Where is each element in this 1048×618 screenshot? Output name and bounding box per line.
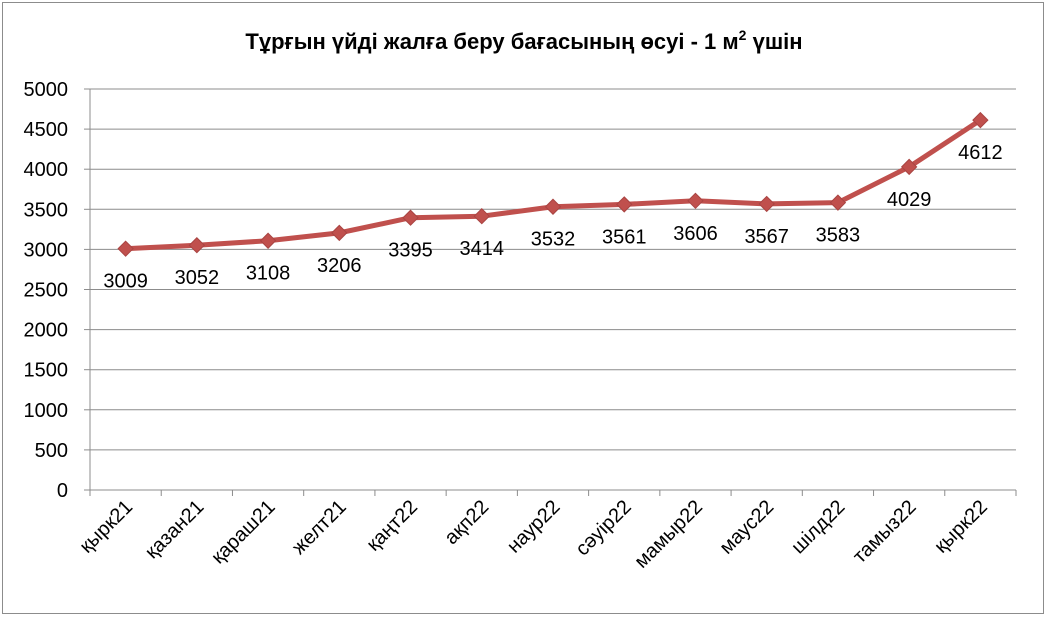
data-point-marker bbox=[900, 158, 918, 176]
data-point-marker bbox=[402, 209, 419, 226]
x-tick-label: маус22 bbox=[716, 496, 779, 559]
x-tick-label: қазан21 bbox=[141, 496, 208, 563]
data-label: 3567 bbox=[744, 226, 789, 248]
gridlines bbox=[90, 88, 1016, 491]
y-tick-label: 3000 bbox=[24, 239, 69, 261]
y-tick-label: 2500 bbox=[24, 280, 69, 302]
data-point-marker bbox=[616, 196, 633, 213]
data-label: 3395 bbox=[388, 240, 433, 262]
y-tick-label: 5000 bbox=[24, 79, 69, 101]
x-tick-label: қаңт22 bbox=[362, 496, 422, 556]
data-label: 3532 bbox=[531, 229, 576, 251]
data-label: 3108 bbox=[246, 263, 291, 285]
chart-title-superscript: 2 bbox=[739, 27, 747, 43]
data-point-marker bbox=[188, 237, 206, 254]
x-tick-label: тамыз22 bbox=[849, 496, 921, 568]
y-axis-ticks: 0 500 1000 1500 2000 2500 3000 3500 4000 4500 5000 bbox=[24, 79, 90, 502]
data-point-marker bbox=[544, 198, 562, 215]
x-tick-label: ақп22 bbox=[440, 496, 493, 549]
y-tick-label: 4500 bbox=[24, 119, 69, 141]
data-label: 3206 bbox=[317, 255, 362, 277]
data-point-marker bbox=[259, 232, 277, 249]
y-tick-label: 2000 bbox=[24, 320, 69, 342]
data-label: 3052 bbox=[175, 267, 220, 289]
x-tick-label: желт21 bbox=[288, 496, 351, 559]
x-tick-label: сәуір22 bbox=[571, 496, 635, 560]
data-point-marker bbox=[117, 240, 134, 257]
y-tick-label: 500 bbox=[35, 440, 68, 462]
x-tick-label: қырк21 bbox=[75, 496, 137, 558]
y-tick-label: 3500 bbox=[24, 199, 69, 221]
data-label: 4612 bbox=[958, 142, 1003, 164]
data-label: 3583 bbox=[816, 225, 861, 247]
chart-title-main: Тұрғын үйді жалға беру бағасының өсуі - … bbox=[245, 29, 738, 54]
y-tick-label: 1500 bbox=[24, 360, 69, 382]
data-point-marker bbox=[687, 192, 704, 210]
x-tick-label: наур22 bbox=[503, 496, 565, 558]
x-tick-label: мамыр22 bbox=[630, 496, 707, 573]
data-label: 3009 bbox=[103, 271, 148, 293]
data-point-marker bbox=[972, 111, 989, 129]
data-label: 3414 bbox=[460, 238, 505, 260]
data-point-marker bbox=[473, 207, 490, 225]
data-label: 4029 bbox=[887, 189, 932, 211]
data-point-marker bbox=[829, 194, 847, 211]
x-axis bbox=[89, 89, 1017, 496]
x-tick-label: қараш21 bbox=[207, 496, 279, 568]
data-point-marker bbox=[758, 195, 775, 213]
data-label: 3561 bbox=[602, 226, 647, 248]
y-tick-label: 4000 bbox=[24, 159, 69, 181]
y-tick-label: 1000 bbox=[24, 400, 69, 422]
data-label: 3606 bbox=[673, 223, 718, 245]
chart-title-suffix: үшін bbox=[746, 29, 802, 54]
chart-title: Тұрғын үйді жалға беру бағасының өсуі - … bbox=[245, 27, 802, 54]
y-tick-label: 0 bbox=[57, 480, 68, 502]
x-tick-label: шілд22 bbox=[787, 496, 849, 558]
x-tick-label: қырк22 bbox=[930, 496, 992, 558]
data-labels: 3009 3052 3108 3206 3395 3414 3532 3561 3606 3567… bbox=[103, 142, 1002, 293]
series-markers bbox=[117, 111, 989, 257]
data-point-marker bbox=[331, 224, 348, 242]
